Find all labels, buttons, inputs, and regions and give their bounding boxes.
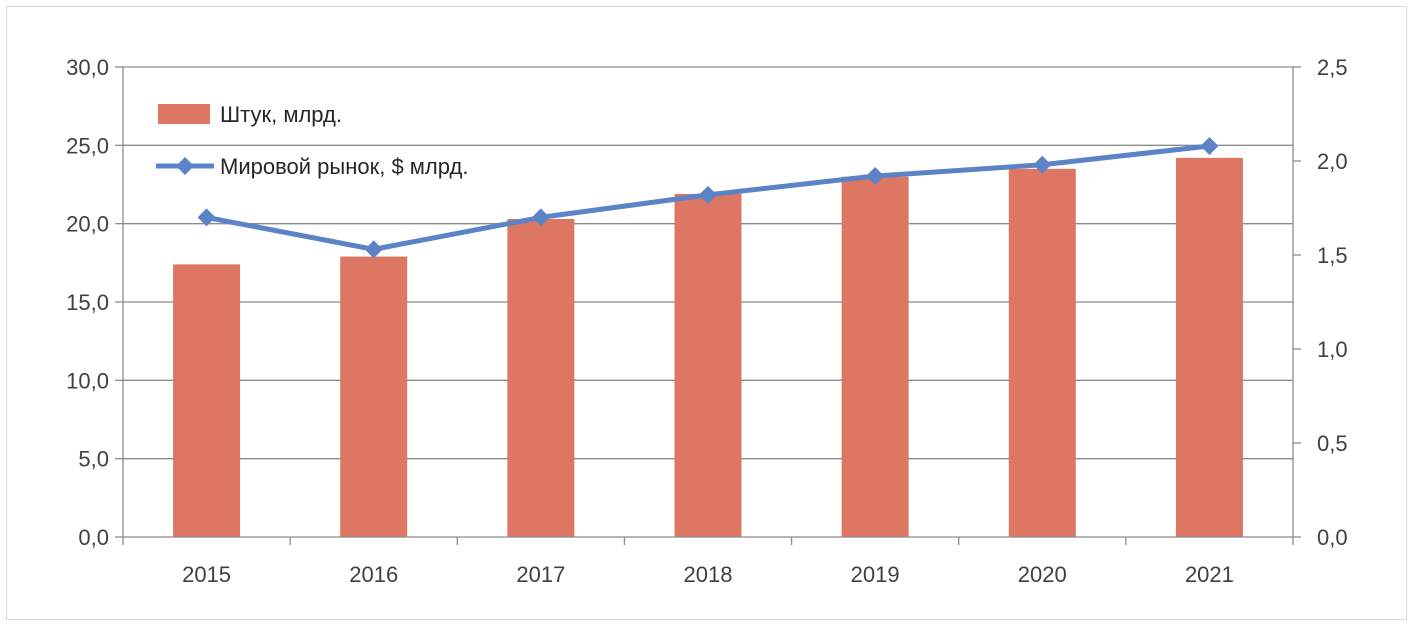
right-axis-tick-label: 0,5 <box>1317 431 1348 456</box>
legend-bar-swatch <box>158 104 210 124</box>
bar <box>674 193 742 537</box>
left-axis-tick-label: 25,0 <box>66 133 109 158</box>
right-axis-tick-label: 0,0 <box>1317 525 1348 550</box>
left-axis-tick-label: 15,0 <box>66 290 109 315</box>
line-point-marker <box>1033 155 1052 174</box>
bar <box>340 256 408 537</box>
line-point-marker <box>197 208 216 227</box>
right-axis-tick-label: 2,5 <box>1317 55 1348 80</box>
legend-bar-label: Штук, млрд. <box>220 102 342 127</box>
legend-line-label: Мировой рынок, $ млрд. <box>220 154 468 179</box>
legend-line-marker <box>176 157 194 175</box>
x-axis-tick-label: 2017 <box>516 562 565 587</box>
bar <box>173 264 241 537</box>
left-axis-tick-label: 5,0 <box>78 447 109 472</box>
right-axis-tick-label: 1,0 <box>1317 337 1348 362</box>
x-axis-tick-label: 2019 <box>851 562 900 587</box>
left-axis-tick-label: 20,0 <box>66 212 109 237</box>
grid-lines <box>123 66 1293 460</box>
x-axis-tick-label: 2021 <box>1185 562 1234 587</box>
line-point-marker <box>1200 136 1219 155</box>
left-axis-tick-label: 30,0 <box>66 55 109 80</box>
axes <box>115 66 1301 545</box>
bar <box>507 218 575 537</box>
x-axis-tick-label: 2015 <box>182 562 231 587</box>
bar <box>1008 168 1076 538</box>
line-point-marker <box>699 185 717 204</box>
line-series <box>197 136 1219 259</box>
x-axis-tick-label: 2016 <box>349 562 398 587</box>
line-point-marker <box>364 240 383 259</box>
line-point-marker <box>866 167 885 186</box>
x-axis-tick-label: 2018 <box>684 562 733 587</box>
tick-labels: 0,0 5,0 10,0 15,0 20,0 25,0 30,0 0,0 0,5 1,0 1,5 2,… <box>66 55 1347 587</box>
bar <box>1175 157 1243 537</box>
x-axis-tick-label: 2020 <box>1018 562 1067 587</box>
line-point-marker <box>531 208 550 227</box>
left-axis-tick-label: 0,0 <box>78 525 109 550</box>
right-axis-tick-label: 1,5 <box>1317 243 1348 268</box>
legend: Штук, млрд. Мировой рынок, $ млрд. <box>156 102 468 179</box>
bar <box>841 176 909 537</box>
right-axis-tick-label: 2,0 <box>1317 149 1348 174</box>
bar-series <box>173 157 1243 538</box>
left-axis-tick-label: 10,0 <box>66 368 109 393</box>
